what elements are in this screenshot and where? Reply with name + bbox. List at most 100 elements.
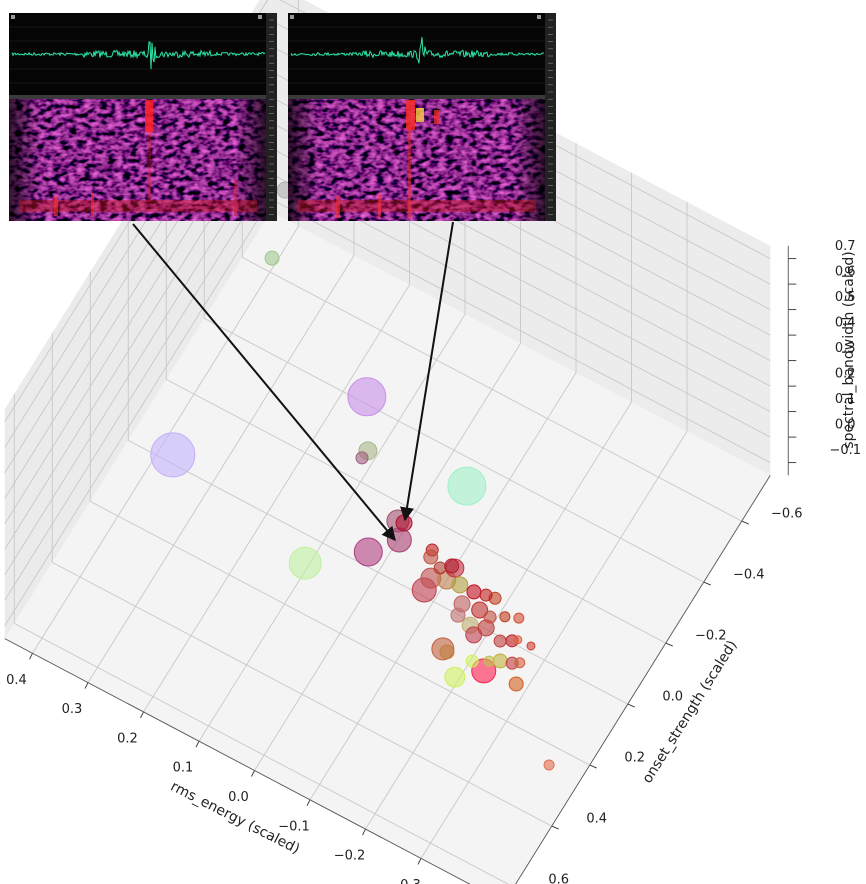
point <box>423 549 439 565</box>
grid-line <box>198 313 466 742</box>
point <box>150 432 196 478</box>
tick-mark <box>589 764 597 769</box>
point <box>492 653 508 669</box>
grid-line <box>242 257 742 522</box>
grid-line <box>52 562 552 827</box>
point <box>451 576 469 594</box>
point <box>483 655 495 667</box>
x-tick-label: 0.0 <box>228 790 249 805</box>
point <box>543 759 555 771</box>
z-tick-label: 0.4 <box>835 316 856 331</box>
point <box>395 514 413 532</box>
z-tick-label: 0.0 <box>835 418 856 433</box>
inset-icon <box>11 15 15 19</box>
point <box>466 584 482 600</box>
spectrogram-streak <box>234 180 237 216</box>
point <box>447 466 487 506</box>
x-tick-label: −0.1 <box>278 819 310 834</box>
tick-mark <box>195 740 200 748</box>
grid-line <box>365 401 632 830</box>
tick-mark <box>417 858 422 865</box>
inset-divider <box>9 95 266 99</box>
x-tick-label: −0.3 <box>389 878 421 884</box>
grid-line <box>254 343 521 771</box>
x-tick-label: 0.3 <box>62 702 83 717</box>
spectrogram-streak <box>91 193 94 217</box>
point <box>353 537 383 567</box>
tick-mark <box>627 703 635 708</box>
y-tick-label: −0.6 <box>771 507 803 522</box>
point <box>471 601 489 619</box>
spectrogram-streak <box>408 100 411 218</box>
y-axis-line <box>515 475 771 884</box>
arrow <box>400 221 454 522</box>
point <box>288 546 322 580</box>
grid-line <box>4 173 272 601</box>
floor-pane <box>4 211 771 884</box>
spectrogram-band <box>298 200 536 212</box>
y-tick-label: 0.2 <box>624 751 645 766</box>
tick-mark <box>703 581 711 586</box>
x-tick-label: −0.2 <box>334 849 366 864</box>
point <box>508 676 524 692</box>
z-tick-label: −0.1 <box>829 443 861 458</box>
point <box>444 666 466 688</box>
point <box>483 610 497 624</box>
grid-line <box>204 318 704 583</box>
x-tick-label: 0.1 <box>173 761 194 776</box>
y-tick-label: 0.6 <box>548 873 569 884</box>
grid-line <box>270 198 771 463</box>
inset-divider <box>288 95 545 99</box>
z-tick-label: 0.6 <box>835 265 856 280</box>
x-tick-label: 0.4 <box>6 673 27 688</box>
tick-mark <box>251 770 255 777</box>
spectrogram-streak <box>54 196 58 216</box>
waveform <box>11 41 266 70</box>
y-tick-label: 0.0 <box>662 690 683 705</box>
z-tick-label: 0.1 <box>835 392 856 407</box>
z-tick-label: 0.2 <box>835 367 856 382</box>
grid-line <box>90 501 590 766</box>
inset-icon <box>258 15 262 19</box>
x-tick-label: 0.2 <box>117 731 138 746</box>
inset-icon <box>537 15 541 19</box>
point <box>450 607 466 623</box>
grid-line <box>4 198 272 627</box>
inset-scale <box>545 13 556 221</box>
point <box>526 641 536 651</box>
tick-mark <box>29 653 33 660</box>
spectrogram-streak <box>378 194 381 218</box>
grid-line <box>143 284 410 713</box>
x-axis-line <box>4 638 471 884</box>
grid-line <box>87 255 355 683</box>
point <box>433 561 447 575</box>
point <box>264 250 280 266</box>
point <box>513 612 525 624</box>
y-tick-label: 0.4 <box>586 812 607 827</box>
point <box>444 558 460 574</box>
z-axis-label: spectral_bandwidth (scaled) <box>841 251 857 448</box>
spectrogram-streak <box>147 132 151 202</box>
point <box>513 635 523 645</box>
z-tick-label: 0.3 <box>835 341 856 356</box>
waveform <box>290 37 545 64</box>
tick-mark <box>362 828 366 836</box>
tick-mark <box>306 799 311 807</box>
point <box>514 657 526 669</box>
spectrogram-streak <box>145 100 153 132</box>
z-tick-label: 0.7 <box>835 239 856 254</box>
point <box>493 634 507 648</box>
z-tick-label: 0.5 <box>835 290 856 305</box>
spectrogram-fade <box>9 99 266 221</box>
point <box>479 588 493 602</box>
point <box>499 611 511 623</box>
tick-mark <box>665 642 673 647</box>
grid-line <box>166 379 666 644</box>
grid-line <box>420 431 688 859</box>
spectrogram-streak <box>336 196 340 218</box>
tick-mark <box>84 682 89 689</box>
spectrogram-streak <box>416 108 424 122</box>
inset-icon <box>290 15 294 19</box>
grid-line <box>14 623 509 884</box>
